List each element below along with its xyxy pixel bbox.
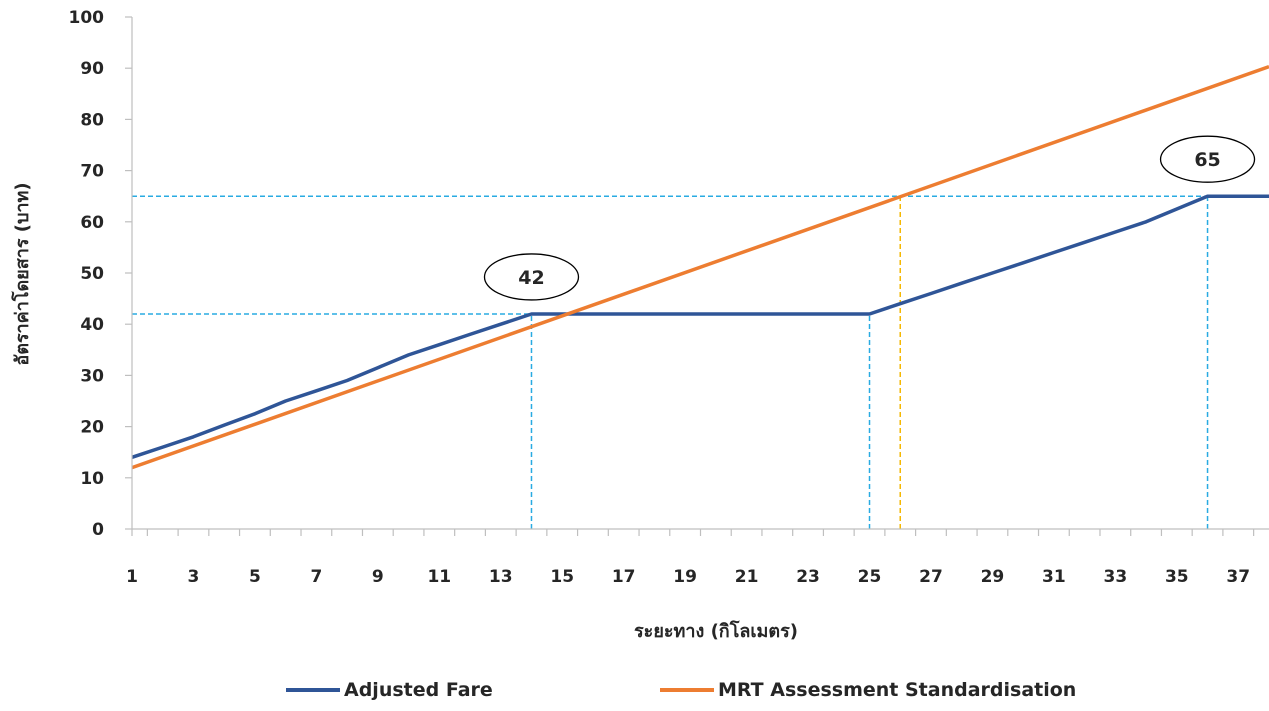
x-tick-label: 31	[1042, 567, 1066, 587]
y-tick-label: 30	[80, 366, 104, 386]
callout-label-65: 65	[1194, 149, 1220, 171]
series-lines	[131, 65, 1269, 470]
legend-swatch-adjusted-fare	[286, 688, 340, 692]
series-line-0	[131, 194, 1269, 459]
x-tick-label: 29	[981, 567, 1005, 587]
callout-ellipse-42	[483, 253, 580, 301]
callout-label-42: 42	[518, 267, 544, 289]
reference-lines	[132, 195, 1209, 529]
legend-item-mrt-assessment: MRT Assessment Standardisation	[660, 679, 1076, 701]
x-tick-label: 17	[612, 567, 636, 587]
series-line-1	[131, 65, 1269, 470]
y-tick-label: 70	[80, 162, 104, 182]
y-tick-label: 20	[80, 418, 104, 438]
y-tick-label: 80	[80, 110, 104, 130]
y-tick-label: 50	[80, 264, 104, 284]
chart-legend: Adjusted Fare MRT Assessment Standardisa…	[0, 679, 1269, 711]
legend-label-adjusted-fare: Adjusted Fare	[344, 679, 493, 701]
x-tick-label: 19	[673, 567, 697, 587]
legend-item-adjusted-fare: Adjusted Fare	[286, 679, 493, 701]
x-tick-label: 27	[919, 567, 943, 587]
y-tick-label: 40	[80, 315, 104, 335]
x-tick-label: 33	[1104, 567, 1128, 587]
x-tick-label: 35	[1165, 567, 1189, 587]
y-axis-title: อัตราค่าโดยสาร (บาท)	[11, 182, 33, 365]
y-tick-label: 0	[92, 520, 104, 540]
x-tick-label: 15	[550, 567, 574, 587]
x-tick-label: 23	[796, 567, 820, 587]
legend-swatch-mrt-assessment	[660, 688, 714, 692]
x-tick-label: 7	[310, 567, 322, 587]
x-tick-label: 11	[427, 567, 451, 587]
legend-label-mrt-assessment: MRT Assessment Standardisation	[718, 679, 1077, 701]
value-callouts: 42 65	[483, 135, 1256, 301]
x-tick-label: 21	[735, 567, 759, 587]
x-tick-label: 25	[858, 567, 882, 587]
x-tick-label: 9	[372, 567, 384, 587]
y-tick-label: 60	[80, 213, 104, 233]
x-tick-label: 1	[126, 567, 138, 587]
x-tick-label: 13	[489, 567, 513, 587]
x-axis-title: ระยะทาง (กิโลเมตร)	[634, 620, 798, 642]
callout-ellipse-65	[1159, 135, 1256, 183]
x-tick-label: 3	[188, 567, 200, 587]
y-tick-label: 90	[80, 59, 104, 79]
x-tick-label: 37	[1226, 567, 1250, 587]
x-tick-label: 5	[249, 567, 261, 587]
y-tick-label: 100	[69, 8, 105, 28]
y-tick-label: 10	[80, 469, 104, 489]
